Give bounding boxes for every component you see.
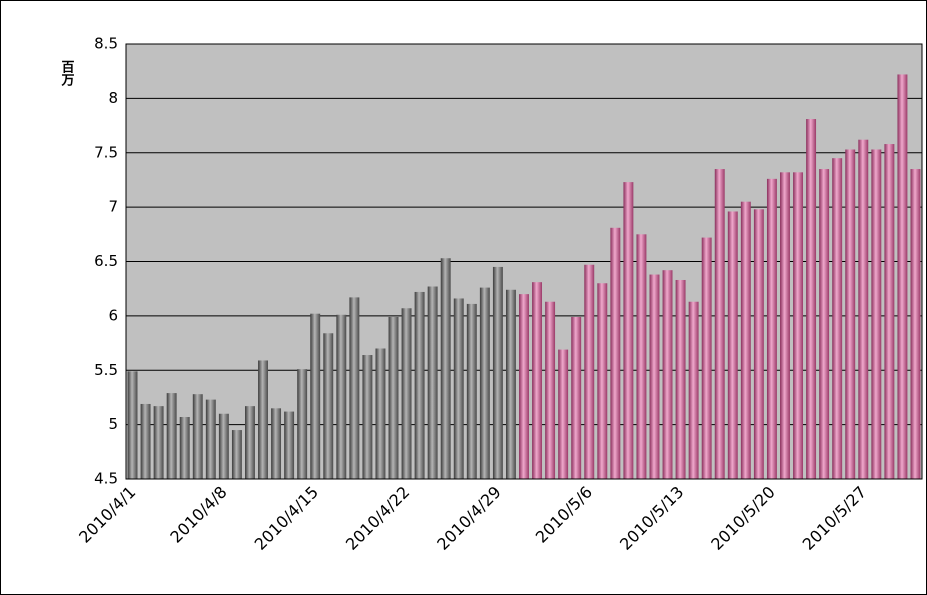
bar <box>819 169 830 479</box>
bar <box>258 360 268 479</box>
bar <box>558 349 569 479</box>
bar <box>127 371 138 479</box>
bar <box>806 119 817 479</box>
y-tick-label: 8 <box>108 89 118 107</box>
bar <box>701 237 712 479</box>
bar <box>832 158 843 479</box>
y-tick-label: 6 <box>108 306 118 324</box>
bar <box>662 270 673 479</box>
bar <box>688 301 699 479</box>
bar <box>740 201 751 479</box>
bar <box>571 316 582 479</box>
bar <box>492 266 503 479</box>
bar <box>205 399 216 479</box>
bar <box>466 303 477 479</box>
bar <box>727 211 738 479</box>
bar <box>910 169 921 479</box>
bar <box>505 289 516 479</box>
bar <box>284 411 295 479</box>
y-tick-label: 4.5 <box>94 470 118 488</box>
bar <box>780 172 790 479</box>
bar <box>584 264 595 479</box>
y-tick-label: 8.5 <box>94 35 118 53</box>
bar <box>166 393 177 479</box>
bar <box>858 139 869 479</box>
bar <box>362 355 373 479</box>
bar <box>388 316 399 479</box>
y-tick-label: 6.5 <box>94 252 118 270</box>
bar <box>753 209 764 480</box>
bar <box>545 301 556 479</box>
plot-border <box>125 43 923 480</box>
bar <box>597 283 608 479</box>
bar <box>375 348 386 479</box>
bar <box>440 258 451 479</box>
bar <box>231 430 242 479</box>
bar <box>310 313 321 479</box>
bar <box>766 178 777 479</box>
bar <box>323 333 334 479</box>
bar <box>871 149 882 480</box>
bar <box>140 403 151 479</box>
y-tick-label: 7.5 <box>94 143 118 161</box>
bar <box>897 74 908 479</box>
bar <box>479 287 490 479</box>
y-tick-label: 5.5 <box>94 361 118 379</box>
y-tick-label: 7 <box>108 198 118 216</box>
bar <box>297 369 308 479</box>
bar <box>675 279 686 479</box>
bar <box>414 291 425 479</box>
bar <box>636 234 647 479</box>
bar <box>427 286 438 479</box>
bar <box>245 406 255 479</box>
bar <box>153 406 164 479</box>
bar <box>793 172 803 479</box>
bar <box>401 308 412 479</box>
bar <box>179 417 190 479</box>
bar <box>610 227 621 479</box>
bar <box>714 169 725 479</box>
bar <box>349 297 360 479</box>
bar <box>884 144 895 480</box>
y-tick-label: 5 <box>108 415 118 433</box>
bar <box>649 274 660 479</box>
unit-label: 百万 <box>59 60 76 87</box>
bar <box>845 149 856 480</box>
bar <box>271 408 282 479</box>
bar <box>519 294 529 479</box>
bar <box>532 282 543 479</box>
bar <box>218 413 229 479</box>
bar <box>192 394 203 479</box>
bar <box>336 314 347 479</box>
bar <box>453 298 464 479</box>
bar <box>623 182 634 480</box>
